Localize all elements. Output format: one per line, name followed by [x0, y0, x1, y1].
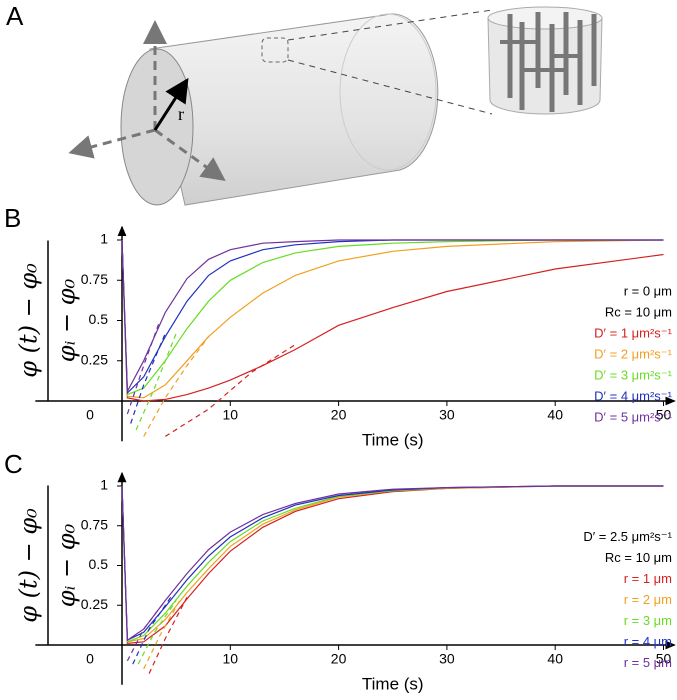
x-tick-label: 20 — [331, 407, 347, 423]
panel-label: A — [6, 1, 24, 31]
fit-line — [132, 596, 172, 665]
x-tick-label: 50 — [656, 651, 672, 667]
fit-line — [143, 597, 183, 670]
data-line — [121, 485, 664, 645]
y-tick-label: 0.75 — [81, 516, 108, 532]
fit-line — [148, 597, 188, 674]
axis-arrow — [68, 128, 156, 159]
y-tick-label: 1 — [100, 477, 108, 493]
fit-line — [135, 333, 177, 431]
data-line — [121, 239, 664, 402]
y-tick-label: 0.75 — [81, 271, 108, 287]
y-tick-label: 1 — [100, 231, 108, 247]
zoom-line — [287, 59, 493, 115]
y-axis-label: φ (t) − φ₀ φᵢ − φ₀ — [15, 240, 81, 401]
annotation: Rc = 10 μm — [605, 305, 672, 320]
y-label-denominator: φᵢ − φ₀ — [53, 523, 81, 607]
fit-line — [126, 320, 161, 415]
y-tick-label: 0.25 — [81, 596, 108, 612]
inset-cylinder — [487, 17, 603, 115]
legend-entry: D′ = 4 μm²s⁻¹ — [594, 389, 672, 404]
x-tick-label: 0 — [86, 651, 94, 667]
data-line — [121, 239, 664, 394]
legend-entry: r = 4 μm — [624, 634, 672, 649]
fit-line — [130, 333, 166, 424]
y-tick-label: 0.5 — [89, 556, 109, 572]
x-axis-label: Time (s) — [362, 674, 424, 693]
fit-line — [143, 336, 210, 437]
y-axis-label: φ (t) − φ₀ φᵢ − φ₀ — [15, 485, 81, 646]
data-line — [121, 239, 664, 399]
panel-a: A r — [6, 1, 603, 206]
zoom-box — [261, 37, 289, 63]
inset-top — [487, 6, 603, 30]
annotation: D′ = 2.5 μm²s⁻¹ — [583, 529, 672, 544]
x-tick-label: 30 — [439, 407, 455, 423]
y-label-numerator: φ (t) − φ₀ — [15, 508, 43, 623]
x-tick-label: 40 — [547, 407, 563, 423]
legend-entry: D′ = 3 μm²s⁻¹ — [594, 368, 672, 383]
fit-line — [137, 600, 177, 665]
data-line — [121, 239, 664, 395]
x-tick-label: 30 — [439, 651, 455, 667]
cylinder-body — [149, 13, 439, 206]
x-tick-label: 40 — [547, 651, 563, 667]
data-line — [121, 485, 664, 642]
annotation: Rc = 10 μm — [605, 550, 672, 565]
data-line — [121, 485, 664, 642]
x-tick-label: 50 — [656, 407, 672, 423]
x-tick-label: 10 — [223, 407, 239, 423]
filaments — [500, 12, 597, 112]
legend-entry: D′ = 2 μm²s⁻¹ — [594, 347, 672, 362]
x-axis-label: Time (s) — [362, 430, 424, 449]
legend-entry: r = 2 μm — [624, 592, 672, 607]
y-label-denominator: φᵢ − φ₀ — [53, 278, 81, 362]
x-tick-label: 10 — [223, 651, 239, 667]
x-tick-label: 20 — [331, 651, 347, 667]
data-line — [121, 485, 664, 643]
data-line — [121, 239, 664, 396]
annotation: r = 0 μm — [624, 284, 672, 299]
legend-entry: D′ = 1 μm²s⁻¹ — [594, 326, 672, 341]
panel-label: B — [4, 203, 21, 233]
radius-label: r — [178, 104, 184, 124]
legend-entry: r = 1 μm — [624, 571, 672, 586]
fit-line — [126, 600, 166, 662]
radius-arrow — [153, 77, 189, 131]
zoom-line — [287, 9, 493, 41]
legend-entry: r = 3 μm — [624, 613, 672, 628]
axis-arrow — [154, 128, 226, 182]
panel-label: C — [4, 449, 23, 479]
y-tick-label: 0.25 — [81, 351, 108, 367]
x-tick-label: 0 — [86, 407, 94, 423]
cylinder-end — [339, 13, 437, 171]
legend-entry: r = 5 μm — [624, 655, 672, 670]
y-label-numerator: φ (t) − φ₀ — [15, 263, 43, 378]
data-line — [121, 485, 664, 643]
y-tick-label: 0.5 — [89, 311, 109, 327]
legend-entry: D′ = 5 μm²s⁻¹ — [594, 410, 672, 425]
